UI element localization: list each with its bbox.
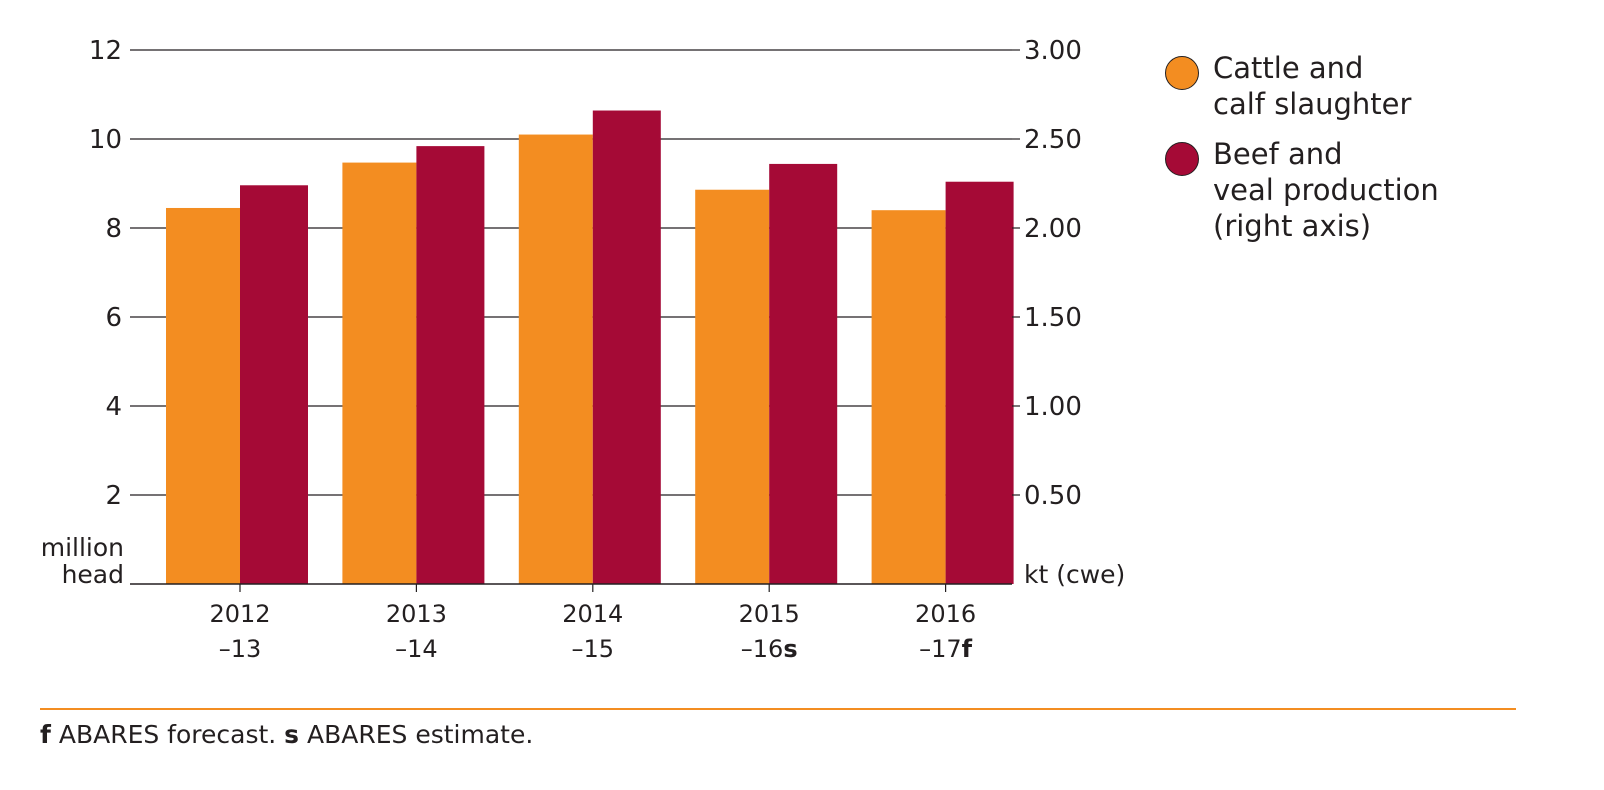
left-tick-label: 6 — [105, 303, 122, 333]
bar-beef — [945, 181, 1014, 584]
right-tick-label: 2.50 — [1024, 125, 1082, 155]
x-tick-label-mark: f — [962, 635, 973, 663]
x-tick-label-span-text: –16 — [741, 635, 784, 663]
left-tick-label: 12 — [89, 36, 122, 66]
x-tick-label-year: 2015 — [739, 600, 800, 628]
x-tick-label-span: –16s — [741, 635, 798, 663]
legend-item-beef: Beef and veal production (right axis) — [1165, 136, 1565, 244]
bar-beef — [769, 163, 838, 585]
bar-cattle — [166, 207, 240, 584]
x-tick-label-span: –13 — [219, 635, 262, 663]
x-tick-label-year: 2012 — [209, 600, 270, 628]
bar-beef — [240, 185, 308, 584]
bar-cattle — [871, 210, 946, 584]
left-tick-label: 4 — [105, 392, 122, 422]
footnote-f-mark: f — [40, 720, 51, 749]
x-tick-label-span: –14 — [395, 635, 438, 663]
x-tick-label-year: 2014 — [562, 600, 623, 628]
left-axis-label-line2: head — [62, 560, 124, 589]
legend: Cattle and calf slaughter Beef and veal … — [1165, 50, 1565, 258]
footnote-f-text: ABARES forecast. — [50, 720, 285, 749]
x-tick-label-span: –17f — [919, 635, 973, 663]
legend-swatch-beef — [1165, 142, 1199, 176]
x-tick-label-mark: s — [783, 635, 797, 663]
footnote-divider — [40, 708, 1516, 710]
bar-beef — [592, 110, 661, 585]
x-tick-label-year: 2013 — [386, 600, 447, 628]
bar-cattle — [695, 189, 770, 585]
legend-swatch-cattle — [1165, 56, 1199, 90]
left-tick-label: 8 — [105, 214, 122, 244]
footnote-s-text: ABARES estimate. — [299, 720, 534, 749]
footnote-s-mark: s — [284, 720, 300, 749]
legend-label-beef: Beef and veal production (right axis) — [1213, 137, 1439, 243]
legend-label-cattle: Cattle and calf slaughter — [1213, 51, 1412, 121]
x-tick-label-span: –15 — [572, 635, 615, 663]
bar-cattle — [342, 162, 417, 584]
legend-item-cattle: Cattle and calf slaughter — [1165, 50, 1565, 122]
bar-cattle — [518, 134, 593, 585]
right-tick-label: 3.00 — [1024, 36, 1082, 66]
footnote: f ABARES forecast. s ABARES estimate. — [40, 720, 533, 749]
bar-beef — [416, 146, 485, 584]
left-tick-label: 10 — [89, 125, 122, 155]
x-tick-label-span-text: –13 — [219, 635, 262, 663]
right-tick-label: 1.50 — [1024, 303, 1082, 333]
left-tick-label: 2 — [105, 481, 122, 511]
bar-chart: 2012 –13 2013 –14 2014 –15 2015 –16s 2016 –17f 2 4 6… — [41, 36, 1126, 663]
right-tick-label: 2.00 — [1024, 214, 1082, 244]
x-tick-label-year: 2016 — [915, 600, 976, 628]
right-tick-label: 0.50 — [1024, 481, 1082, 511]
left-axis-label-line1: million — [41, 533, 124, 562]
x-tick-label-span-text: –14 — [395, 635, 438, 663]
x-tick-label-span-text: –17 — [919, 635, 962, 663]
right-axis-label: kt (cwe) — [1024, 560, 1125, 589]
right-tick-label: 1.00 — [1024, 392, 1082, 422]
x-tick-label-span-text: –15 — [572, 635, 615, 663]
